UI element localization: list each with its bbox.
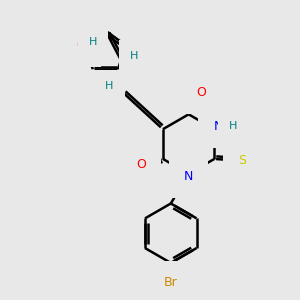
Text: Br: Br	[164, 276, 178, 289]
Text: O: O	[136, 158, 146, 171]
Text: O: O	[196, 86, 206, 99]
Text: H: H	[105, 81, 113, 91]
Text: O: O	[76, 39, 86, 52]
Text: S: S	[238, 154, 246, 167]
Text: H: H	[229, 121, 237, 130]
Text: H: H	[130, 51, 138, 62]
Text: N: N	[184, 170, 193, 183]
Text: H: H	[89, 37, 97, 47]
Text: N: N	[213, 120, 223, 133]
